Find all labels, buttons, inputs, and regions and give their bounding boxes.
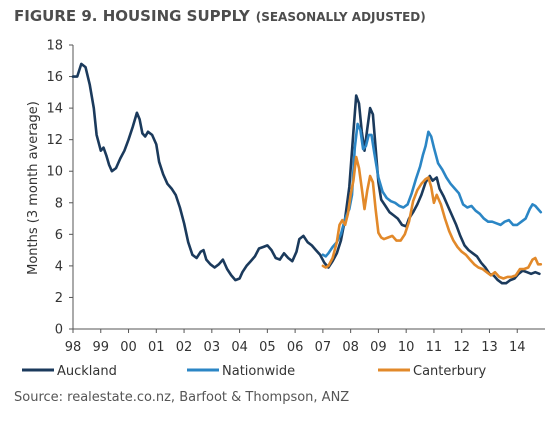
legend-label-nationwide: Nationwide bbox=[222, 364, 295, 379]
series-line-canterbury bbox=[321, 155, 543, 280]
chart-title-main: FIGURE 9. HOUSING SUPPLY bbox=[14, 7, 250, 25]
x-tick-label: 02 bbox=[176, 340, 193, 355]
x-tick-label: 14 bbox=[509, 340, 526, 355]
legend-label-canterbury: Canterbury bbox=[413, 364, 487, 379]
series-line-nationwide bbox=[321, 122, 543, 258]
x-tick-label: 98 bbox=[65, 340, 82, 355]
x-tick-label: 05 bbox=[259, 340, 276, 355]
x-tick-label: 10 bbox=[398, 340, 415, 355]
x-tick-label: 03 bbox=[204, 340, 221, 355]
x-axis: 98 99 00 01 02 03 04 05 06 07 08 09 10 11 12 13 14 bbox=[65, 329, 526, 355]
x-tick-label: 12 bbox=[453, 340, 470, 355]
x-tick-label: 11 bbox=[426, 340, 443, 355]
legend-label-auckland: Auckland bbox=[57, 364, 117, 379]
legend: Auckland Nationwide Canterbury bbox=[22, 364, 487, 379]
x-tick-label: 00 bbox=[120, 340, 137, 355]
x-tick-label: 04 bbox=[231, 340, 248, 355]
y-tick-label: 6 bbox=[55, 228, 63, 243]
y-tick-label: 2 bbox=[55, 291, 63, 306]
x-tick-label: 01 bbox=[148, 340, 165, 355]
chart-title: FIGURE 9. HOUSING SUPPLY (SEASONALLY ADJU… bbox=[14, 6, 426, 25]
x-tick-label: 06 bbox=[287, 340, 304, 355]
y-tick-label: 12 bbox=[46, 133, 63, 148]
y-tick-label: 18 bbox=[46, 39, 63, 54]
y-axis-title: Months (3 month average) bbox=[26, 101, 41, 275]
y-tick-label: 0 bbox=[55, 323, 63, 338]
x-tick-label: 99 bbox=[92, 340, 109, 355]
y-tick-label: 4 bbox=[55, 259, 63, 274]
x-tick-label: 09 bbox=[370, 340, 387, 355]
chart-subtitle: (SEASONALLY ADJUSTED) bbox=[255, 10, 426, 24]
y-tick-label: 8 bbox=[55, 196, 63, 211]
x-tick-label: 07 bbox=[315, 340, 332, 355]
x-tick-label: 13 bbox=[481, 340, 498, 355]
y-tick-label: 16 bbox=[46, 70, 63, 85]
y-axis: 0 2 4 6 8 10 12 14 16 18 bbox=[46, 39, 73, 338]
x-tick-label: 08 bbox=[342, 340, 359, 355]
series-line-auckland bbox=[71, 62, 541, 285]
series-layer bbox=[71, 62, 543, 285]
axis-lines bbox=[72, 45, 545, 330]
source-note: Source: realestate.co.nz, Barfoot & Thom… bbox=[14, 390, 350, 405]
y-tick-label: 14 bbox=[46, 102, 63, 117]
y-tick-label: 10 bbox=[46, 165, 63, 180]
